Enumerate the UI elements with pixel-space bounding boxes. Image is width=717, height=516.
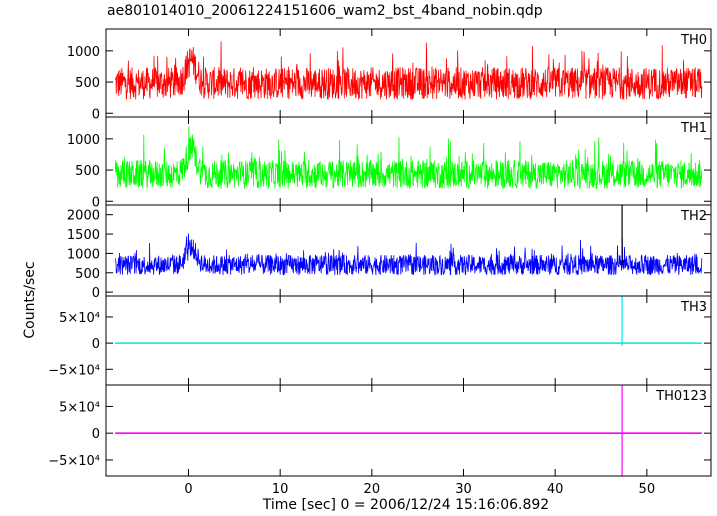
x-tick-label: 50 [639, 482, 656, 497]
panel-th1-ytick-label: 500 [75, 164, 100, 179]
x-tick-label: 40 [547, 482, 564, 497]
panel-th2-ytick-label: 2000 [67, 209, 100, 224]
panel-th3-ytick-label: −5×10⁴ [48, 363, 100, 378]
panel-th0-label: TH0 [680, 33, 707, 48]
panel-th0-ytick-label: 0 [92, 107, 100, 122]
panel-th0-ytick-label: 1000 [67, 45, 100, 60]
x-tick-label: 10 [272, 482, 289, 497]
x-axis-label: Time [sec] 0 = 2006/12/24 15:16:06.892 [262, 497, 550, 513]
panel-th0-ytick-label: 500 [75, 76, 100, 91]
panel-th0123-label: TH0123 [655, 389, 707, 404]
series-th1-line [114, 126, 703, 190]
panel-th0123-frame [105, 384, 712, 477]
panel-th1-label: TH1 [680, 121, 707, 136]
x-tick-label: 30 [455, 482, 472, 497]
panel-th3-ytick-label: 0 [92, 337, 100, 352]
panel-th3-ytick-label: 5×10⁴ [59, 311, 100, 326]
panel-th1-ytick-label: 1000 [67, 133, 100, 148]
panel-th1-ytick-label: 0 [92, 195, 100, 210]
panel-th2-ytick-label: 500 [75, 267, 100, 282]
panel-th2-frame [105, 204, 712, 297]
panel-th0123-ytick-label: 5×10⁴ [59, 400, 100, 415]
panel-th2-ytick-label: 1000 [67, 247, 100, 262]
x-tick-label: 0 [184, 482, 192, 497]
y-axis-label: Counts/sec [22, 261, 38, 339]
panel-th3-frame [105, 295, 712, 386]
panel-th2-label: TH2 [680, 209, 707, 224]
panel-th0123-ytick-label: −5×10⁴ [48, 454, 100, 469]
panel-th3-label: TH3 [680, 300, 707, 315]
panel-th2-ytick-label: 1500 [67, 228, 100, 243]
chart-title: ae801014010_20061224151606_wam2_bst_4ban… [107, 3, 543, 19]
series-th0-line [114, 41, 703, 100]
panel-th2-ytick-label: 0 [92, 286, 100, 301]
x-tick-label: 20 [364, 482, 381, 497]
panel-th0123-ytick-label: 0 [92, 427, 100, 442]
series-th2-line [114, 233, 703, 276]
